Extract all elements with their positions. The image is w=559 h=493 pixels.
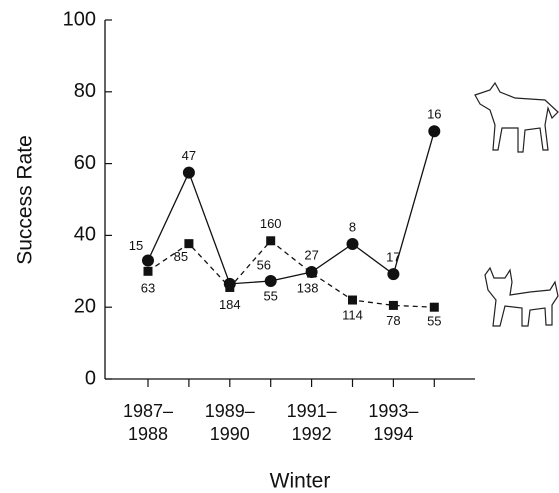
y-tick-label: 40 [74, 224, 96, 246]
x-tick-label: 1989– 1990 [205, 401, 255, 444]
wolf-icon [474, 81, 559, 153]
sample-size-label: 17 [386, 250, 400, 265]
y-tick-label: 60 [74, 152, 96, 174]
sample-size-label: 114 [342, 307, 363, 322]
point [388, 300, 398, 310]
sample-size-label: 78 [386, 313, 400, 328]
point [387, 268, 400, 281]
sample-size-label: 55 [427, 314, 441, 329]
y-tick-label: 100 [63, 8, 96, 30]
point [182, 166, 195, 179]
sample-size-label: 16 [427, 107, 441, 122]
sample-size-label: 160 [260, 216, 282, 231]
y-tick-label: 0 [85, 367, 96, 389]
sample-size-label: 184 [219, 297, 241, 312]
sample-size-label: 47 [182, 148, 196, 163]
lynx-icon [484, 266, 559, 327]
sample-size-label: 85 [174, 249, 188, 264]
point [142, 254, 154, 267]
sample-size-label: 27 [304, 247, 318, 262]
point [428, 125, 441, 138]
point [184, 239, 194, 249]
sample-size-label: 56 [257, 257, 271, 272]
point [266, 236, 276, 246]
sample-size-label: 15 [129, 238, 143, 253]
y-tick-label: 80 [74, 80, 96, 102]
point [143, 266, 153, 276]
series-line [147, 131, 435, 285]
point [348, 295, 357, 305]
sample-size-label: 8 [349, 219, 356, 234]
x-tick-label: 1987– 1988 [123, 401, 173, 444]
y-axis-label: Success Rate [14, 135, 37, 265]
point [264, 274, 277, 287]
point [225, 282, 235, 292]
point [429, 302, 439, 312]
point [307, 268, 317, 278]
point [346, 238, 359, 251]
x-tick-label: 1993– 1994 [368, 401, 418, 444]
sample-size-label: 63 [141, 281, 155, 296]
series-line [147, 239, 435, 308]
sample-size-label: 138 [297, 281, 319, 296]
sample-size-label: 55 [263, 288, 277, 303]
y-tick-label: 20 [74, 295, 96, 317]
x-axis-label: Winter [270, 470, 331, 493]
x-tick-label: 1991– 1992 [287, 401, 337, 444]
